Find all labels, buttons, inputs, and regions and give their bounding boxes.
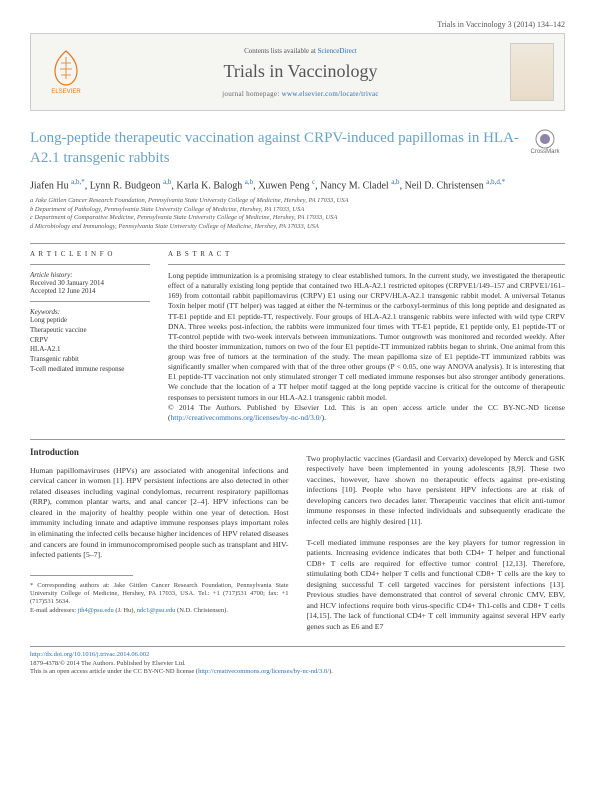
affiliations: a Jake Gittlen Cancer Research Foundatio…: [30, 197, 565, 231]
homepage-link[interactable]: www.elsevier.com/locate/trivac: [282, 90, 379, 98]
body-text: Introduction Human papillomaviruses (HPV…: [30, 446, 565, 640]
masthead: ELSEVIER Contents lists available at Sci…: [30, 33, 565, 111]
journal-homepage: journal homepage: www.elsevier.com/locat…: [101, 90, 500, 98]
license-link[interactable]: http://creativecommons.org/licenses/by-n…: [171, 413, 322, 422]
journal-name: Trials in Vaccinology: [101, 61, 500, 82]
footer-bar: http://dx.doi.org/10.1016/j.trivac.2014.…: [30, 646, 565, 676]
running-header: Trials in Vaccinology 3 (2014) 134–142: [30, 20, 565, 29]
corresponding-footnote: * Corresponding authors at: Jake Gittlen…: [30, 575, 289, 616]
author-list: Jiafen Hu a,b,*, Lynn R. Budgeon a,b, Ka…: [30, 178, 565, 191]
elsevier-logo: ELSEVIER: [41, 42, 91, 102]
email-link-1[interactable]: jth4@psu.edu: [78, 607, 114, 614]
journal-cover-thumb: [510, 43, 554, 101]
email-link-2[interactable]: ndc1@psu.edu: [137, 607, 176, 614]
article-info: A R T I C L E I N F O Article history: R…: [30, 250, 150, 423]
introduction-heading: Introduction: [30, 446, 289, 458]
crossmark-badge[interactable]: CrossMark: [525, 129, 565, 155]
article-title: Long-peptide therapeutic vaccination aga…: [30, 129, 565, 168]
footer-license-link[interactable]: http://creativecommons.org/licenses/by-n…: [198, 668, 329, 675]
abstract: A B S T R A C T Long peptide immunizatio…: [168, 250, 565, 423]
contents-list-line: Contents lists available at ScienceDirec…: [101, 47, 500, 55]
sciencedirect-link[interactable]: ScienceDirect: [318, 47, 357, 55]
doi-link[interactable]: http://dx.doi.org/10.1016/j.trivac.2014.…: [30, 651, 149, 658]
